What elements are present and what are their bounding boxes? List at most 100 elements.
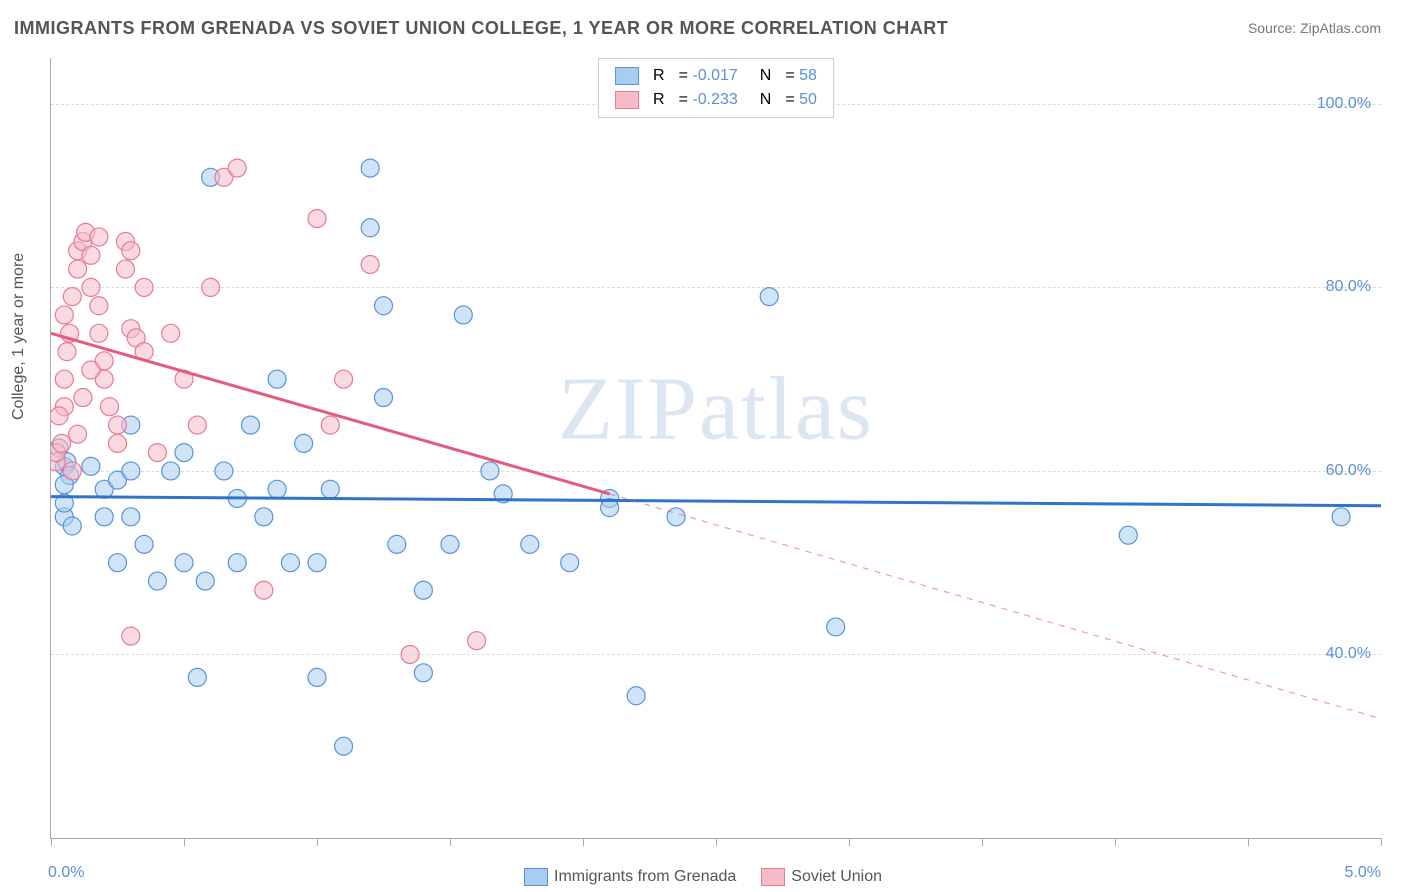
data-point-soviet: [228, 159, 246, 177]
data-point-grenada: [1332, 508, 1350, 526]
source-attribution: Source: ZipAtlas.com: [1248, 20, 1381, 36]
x-axis-max-label: 5.0%: [1345, 864, 1381, 882]
source-link[interactable]: ZipAtlas.com: [1300, 20, 1381, 36]
data-point-soviet: [122, 627, 140, 645]
data-point-grenada: [295, 434, 313, 452]
data-point-soviet: [82, 246, 100, 264]
data-point-grenada: [281, 554, 299, 572]
data-point-soviet: [58, 343, 76, 361]
data-point-grenada: [135, 535, 153, 553]
data-point-soviet: [63, 462, 81, 480]
data-point-grenada: [268, 370, 286, 388]
data-point-grenada: [188, 668, 206, 686]
data-point-grenada: [255, 508, 273, 526]
data-point-soviet: [308, 210, 326, 228]
data-point-grenada: [242, 416, 260, 434]
data-point-soviet: [109, 416, 127, 434]
data-point-grenada: [215, 462, 233, 480]
data-point-soviet: [55, 370, 73, 388]
data-point-grenada: [441, 535, 459, 553]
legend-item-grenada: Immigrants from Grenada: [524, 868, 736, 886]
data-point-soviet: [148, 444, 166, 462]
x-tick: [716, 838, 717, 846]
data-point-grenada: [760, 288, 778, 306]
data-point-grenada: [321, 480, 339, 498]
trend-line-ext-soviet: [610, 494, 1381, 719]
data-point-grenada: [1119, 526, 1137, 544]
data-point-soviet: [468, 632, 486, 650]
data-point-grenada: [481, 462, 499, 480]
data-point-soviet: [55, 306, 73, 324]
data-point-grenada: [162, 462, 180, 480]
data-point-soviet: [69, 425, 87, 443]
data-point-soviet: [202, 278, 220, 296]
data-point-grenada: [95, 508, 113, 526]
data-point-soviet: [188, 416, 206, 434]
data-point-soviet: [135, 278, 153, 296]
data-point-soviet: [90, 297, 108, 315]
data-point-grenada: [827, 618, 845, 636]
data-point-soviet: [321, 416, 339, 434]
data-point-grenada: [175, 554, 193, 572]
data-point-soviet: [63, 288, 81, 306]
x-axis-min-label: 0.0%: [48, 864, 84, 882]
data-point-soviet: [69, 260, 87, 278]
x-tick: [1115, 838, 1116, 846]
x-tick: [184, 838, 185, 846]
data-point-soviet: [122, 242, 140, 260]
data-point-soviet: [53, 434, 71, 452]
data-point-soviet: [82, 361, 100, 379]
y-axis-label: College, 1 year or more: [10, 253, 28, 420]
data-point-soviet: [361, 255, 379, 273]
chart-title: IMMIGRANTS FROM GRENADA VS SOVIET UNION …: [14, 18, 948, 39]
data-point-grenada: [175, 444, 193, 462]
data-point-soviet: [401, 645, 419, 663]
legend-row-soviet: R = -0.233N = 50: [609, 89, 823, 111]
data-point-grenada: [375, 389, 393, 407]
data-point-grenada: [148, 572, 166, 590]
chart-svg: [51, 58, 1381, 838]
data-point-grenada: [268, 480, 286, 498]
data-point-soviet: [90, 228, 108, 246]
data-point-grenada: [122, 462, 140, 480]
x-tick: [51, 838, 52, 846]
data-point-grenada: [122, 508, 140, 526]
data-point-grenada: [454, 306, 472, 324]
legend-bottom: Immigrants from Grenada Soviet Union: [524, 868, 882, 886]
legend-correlation-box: R = -0.017N = 58R = -0.233N = 50: [598, 58, 834, 118]
data-point-grenada: [667, 508, 685, 526]
data-point-grenada: [196, 572, 214, 590]
data-point-grenada: [109, 554, 127, 572]
x-tick: [583, 838, 584, 846]
data-point-grenada: [521, 535, 539, 553]
data-point-grenada: [627, 687, 645, 705]
data-point-grenada: [63, 517, 81, 535]
data-point-grenada: [228, 554, 246, 572]
trend-line-grenada: [51, 497, 1381, 506]
source-prefix: Source:: [1248, 20, 1300, 36]
data-point-soviet: [82, 278, 100, 296]
data-point-grenada: [308, 668, 326, 686]
legend-item-soviet: Soviet Union: [761, 868, 882, 886]
x-tick: [317, 838, 318, 846]
data-point-grenada: [82, 457, 100, 475]
data-point-soviet: [116, 260, 134, 278]
x-tick: [1248, 838, 1249, 846]
data-point-grenada: [361, 159, 379, 177]
x-tick: [450, 838, 451, 846]
data-point-grenada: [414, 664, 432, 682]
data-point-soviet: [74, 389, 92, 407]
data-point-soviet: [101, 398, 119, 416]
data-point-soviet: [90, 324, 108, 342]
x-tick: [1381, 838, 1382, 846]
data-point-grenada: [361, 219, 379, 237]
data-point-grenada: [375, 297, 393, 315]
data-point-soviet: [162, 324, 180, 342]
data-point-grenada: [388, 535, 406, 553]
data-point-grenada: [335, 737, 353, 755]
data-point-soviet: [51, 407, 68, 425]
chart-plot-area: ZIPatlas 40.0%60.0%80.0%100.0% R = -0.01…: [50, 58, 1381, 839]
legend-row-grenada: R = -0.017N = 58: [609, 65, 823, 87]
data-point-soviet: [335, 370, 353, 388]
data-point-grenada: [561, 554, 579, 572]
